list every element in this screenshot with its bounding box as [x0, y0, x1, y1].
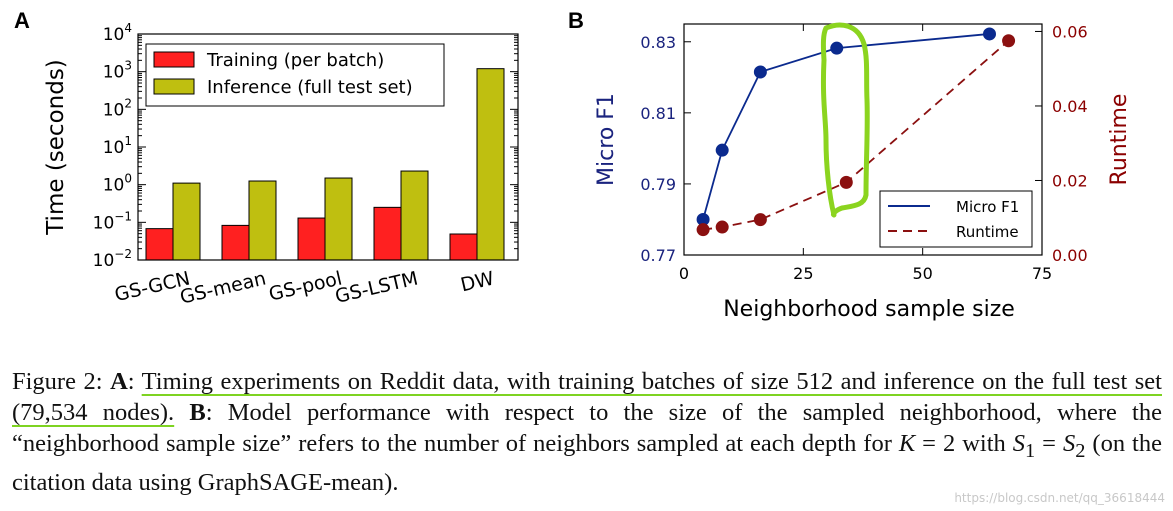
micro-f1-point	[830, 41, 844, 55]
y-tick-label: 10−1	[93, 209, 132, 233]
caption-colon: :	[127, 368, 142, 395]
y-tick-label: 100	[103, 172, 132, 196]
y-left-tick-label: 0.81	[640, 104, 676, 123]
caption-part-a-text: Timing experiments on Reddit data, with …	[12, 368, 1162, 426]
inference-bar	[476, 68, 505, 261]
x-tick-label: GS-mean	[178, 267, 268, 308]
chart-b: 0 25 50 75 Neighborhood sample size 0.77 0.79 0…	[594, 22, 1132, 322]
y-left-tick-label: 0.83	[640, 33, 676, 52]
caption-equals: =	[1035, 430, 1063, 457]
figure-caption: Figure 2: A: Timing experiments on Reddi…	[12, 366, 1162, 498]
x-tick-label: GS-LSTM	[333, 267, 420, 307]
caption-b-label: B	[189, 399, 206, 426]
caption-colon: :	[205, 399, 228, 426]
runtime-point	[839, 175, 853, 189]
legend-box	[145, 43, 445, 107]
legend-swatch	[153, 51, 195, 68]
caption-fig-label: Figure 2:	[12, 368, 111, 395]
x-axis-label: Neighborhood sample size	[723, 297, 1015, 322]
inference-bar	[248, 180, 277, 261]
y-left-axis-label: Micro F1	[594, 93, 619, 186]
x-tick-label: 75	[1032, 264, 1052, 283]
highlight-annotation-loop	[820, 22, 870, 218]
caption-equation: = 2 with	[915, 430, 1013, 457]
y-right-tick-label: 0.04	[1052, 97, 1088, 116]
legend-label: Micro F1	[956, 198, 1019, 216]
y-right-axis-label: Runtime	[1107, 94, 1132, 186]
x-tick-label: 25	[793, 264, 813, 283]
y-left-tick-label: 0.77	[640, 246, 676, 265]
caption-subscript: 2	[1075, 439, 1086, 462]
legend-label: Inference (full test set)	[207, 77, 413, 98]
legend-label: Runtime	[956, 223, 1019, 241]
x-tick-label: 50	[912, 264, 932, 283]
x-tick-label: 0	[679, 264, 689, 283]
runtime-point	[715, 220, 729, 234]
inference-bar	[324, 177, 353, 261]
training-bar	[145, 228, 174, 261]
x-tick-label: DW	[459, 267, 497, 296]
micro-f1-point	[982, 27, 996, 41]
caption-math-s1: S	[1012, 430, 1025, 457]
panel-a-letter: A	[14, 8, 30, 33]
y-tick-label: 103	[103, 59, 132, 83]
plot-frame	[137, 33, 519, 261]
caption-math-s2: S	[1062, 430, 1076, 457]
inference-bar	[172, 182, 201, 261]
inference-bar	[400, 170, 429, 261]
training-bar	[221, 224, 250, 261]
runtime-point	[696, 223, 710, 237]
y-left-tick-label: 0.79	[640, 175, 676, 194]
legend: Training (per batch) Inference (full test…	[145, 43, 445, 107]
panel-b-letter: B	[568, 8, 584, 33]
caption-math-k: K	[898, 430, 916, 457]
legend-swatch	[153, 78, 195, 95]
legend-label: Training (per batch)	[206, 50, 384, 71]
watermark: https://blog.csdn.net/qq_36618444	[954, 491, 1165, 505]
caption-part-b-tail: (on the citation data using GraphSAGE-me…	[12, 430, 1162, 496]
y-tick-label: 102	[103, 96, 132, 120]
caption-a-label: A	[110, 368, 128, 395]
caption-subscript: 1	[1025, 439, 1036, 462]
micro-f1-point	[715, 143, 729, 157]
figure-canvas: 10−210−1100101102103104GS-GCNGS-meanGS-p…	[43, 21, 1132, 322]
y-tick-label: 10−2	[93, 247, 132, 271]
y-tick-label: 101	[103, 134, 132, 158]
legend-box	[879, 190, 1033, 248]
y-right-tick-label: 0.02	[1052, 171, 1088, 190]
plot-frame	[683, 23, 1043, 256]
y-right-tick-label: 0.00	[1052, 246, 1088, 265]
caption-space	[174, 399, 189, 426]
chart-a: 10−210−1100101102103104GS-GCNGS-meanGS-p…	[43, 21, 519, 309]
training-bar	[297, 217, 326, 261]
y-right-tick-label: 0.06	[1052, 22, 1088, 41]
legend: Micro F1 Runtime	[879, 190, 1033, 248]
micro-f1-point	[753, 65, 767, 79]
training-bar	[449, 233, 478, 261]
y-tick-label: 104	[103, 21, 132, 45]
runtime-point	[1002, 34, 1016, 48]
y-axis-label: Time (seconds)	[43, 59, 69, 236]
runtime-point	[753, 213, 767, 227]
caption-part-b-text: Model performance with respect to the si…	[12, 399, 1162, 457]
training-bar	[373, 206, 402, 261]
